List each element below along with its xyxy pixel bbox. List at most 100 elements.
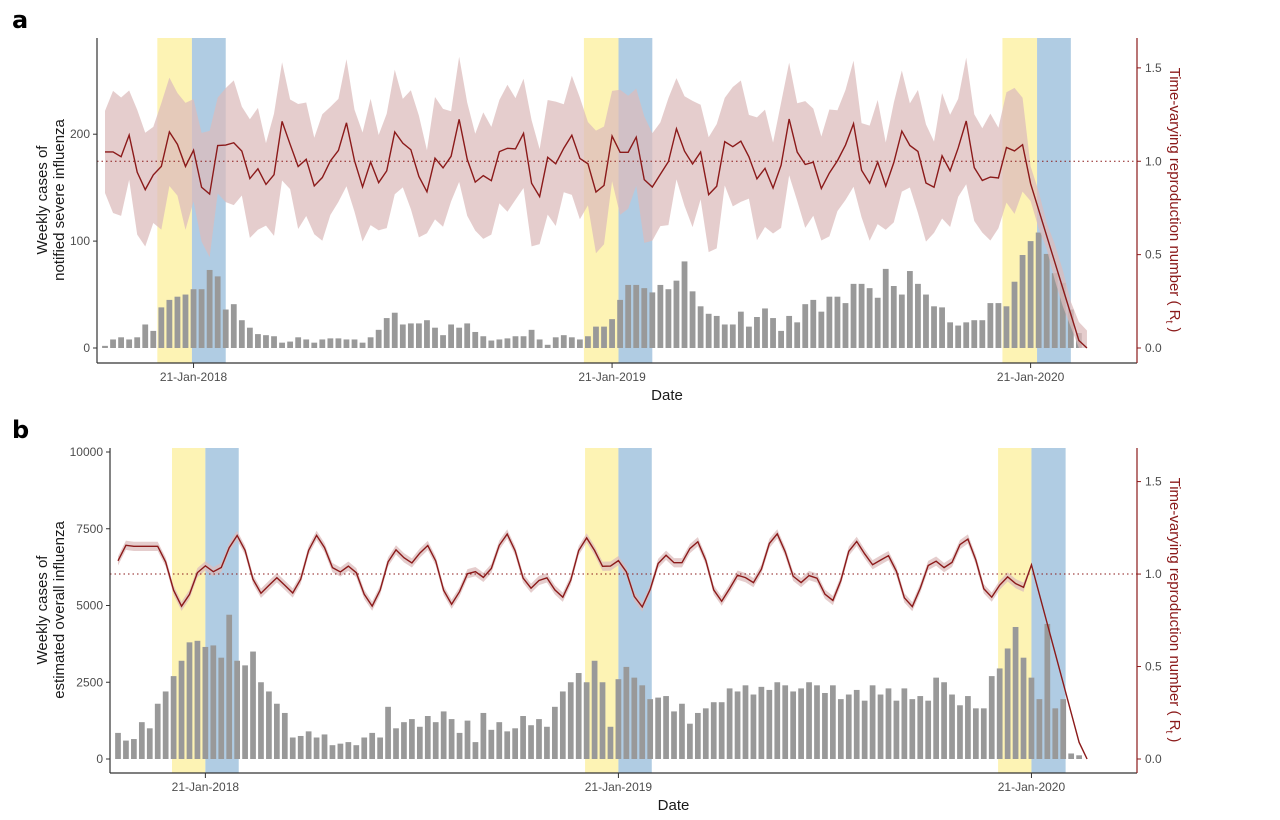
bar [361, 737, 368, 759]
bar [214, 276, 221, 348]
bar [416, 726, 423, 759]
bar [858, 283, 865, 348]
bar [440, 711, 447, 759]
bar [110, 339, 116, 348]
bar [957, 705, 963, 759]
bar [520, 716, 526, 759]
bar [850, 283, 857, 348]
bar [174, 296, 181, 348]
bar [496, 339, 503, 348]
bar [834, 296, 841, 348]
bar [853, 689, 860, 759]
bar [504, 731, 511, 759]
bar [842, 303, 849, 348]
bar [671, 711, 677, 759]
bar [1004, 648, 1011, 759]
bar [440, 335, 446, 348]
y-axis-title: Weekly cases ofestimated overall influen… [34, 521, 68, 699]
bar [182, 294, 189, 348]
bar [536, 719, 542, 759]
bar [702, 708, 709, 759]
bar [142, 324, 149, 348]
bar [319, 339, 326, 348]
bar [705, 313, 712, 348]
bar [345, 742, 352, 759]
bar [416, 323, 422, 348]
bar [1067, 309, 1074, 348]
bar [488, 729, 495, 759]
bar [778, 330, 784, 348]
bar [687, 723, 693, 759]
y2-axis-title-sub: t [1163, 730, 1174, 733]
bar [230, 304, 237, 348]
bar [909, 699, 916, 759]
bar [1019, 255, 1026, 348]
bar [424, 716, 431, 759]
x-axis-title: Date [658, 797, 690, 814]
bar [512, 336, 519, 348]
y-tick-label: 7500 [76, 522, 103, 536]
bar [194, 640, 201, 759]
bar [1036, 699, 1043, 759]
bar [925, 700, 932, 759]
x-tick-label: 21-Jan-2019 [585, 780, 653, 794]
y-tick-label: 10000 [70, 445, 104, 459]
x-tick-label: 21-Jan-2019 [578, 370, 646, 384]
bar [407, 323, 414, 348]
bar [625, 284, 632, 348]
bar [126, 339, 133, 348]
bar [694, 712, 701, 759]
y2-axis-title-close: ) [1166, 733, 1183, 742]
y-tick-label: 100 [70, 234, 90, 248]
bar [335, 338, 342, 348]
bar [718, 702, 725, 759]
bar [246, 327, 253, 348]
bar [472, 742, 479, 759]
bar [845, 694, 852, 759]
bar [947, 322, 954, 348]
bar [575, 673, 582, 759]
bar [655, 697, 661, 759]
bar [1028, 677, 1035, 759]
bar [665, 289, 672, 348]
bar [250, 651, 256, 759]
bar [826, 296, 833, 348]
bar [351, 339, 358, 348]
rt-line [117, 532, 1088, 760]
bar [480, 712, 487, 759]
bar [162, 691, 169, 759]
bar [623, 666, 630, 759]
bar [890, 286, 897, 348]
bar [327, 338, 334, 348]
bar [1027, 241, 1034, 348]
bar [313, 737, 320, 759]
bar [607, 726, 614, 759]
bar [206, 269, 213, 348]
y2-axis-title-close: ) [1166, 323, 1183, 332]
y-axis-title: Weekly cases ofnotified severe influenza [34, 118, 68, 280]
bar [303, 339, 310, 348]
bar [118, 337, 124, 348]
bar [1043, 253, 1050, 348]
bar [383, 318, 390, 348]
y2-axis-title-sub: t [1163, 320, 1174, 323]
bar [609, 319, 615, 348]
bar [822, 692, 828, 759]
y2-axis-title: Time-varying reproduction number ( Rt ) [1163, 68, 1183, 333]
bar [222, 309, 229, 348]
bar [1076, 755, 1082, 759]
bar [464, 323, 471, 348]
bar [375, 329, 382, 348]
bar [287, 341, 294, 348]
bar [210, 645, 217, 759]
bar [409, 719, 415, 759]
bar [1035, 232, 1042, 348]
bar [359, 342, 366, 348]
bar [931, 306, 937, 348]
bar [202, 646, 209, 759]
bar [234, 660, 241, 759]
bar [1044, 623, 1051, 759]
bar [641, 288, 648, 348]
x-tick-label: 21-Jan-2020 [997, 370, 1065, 384]
